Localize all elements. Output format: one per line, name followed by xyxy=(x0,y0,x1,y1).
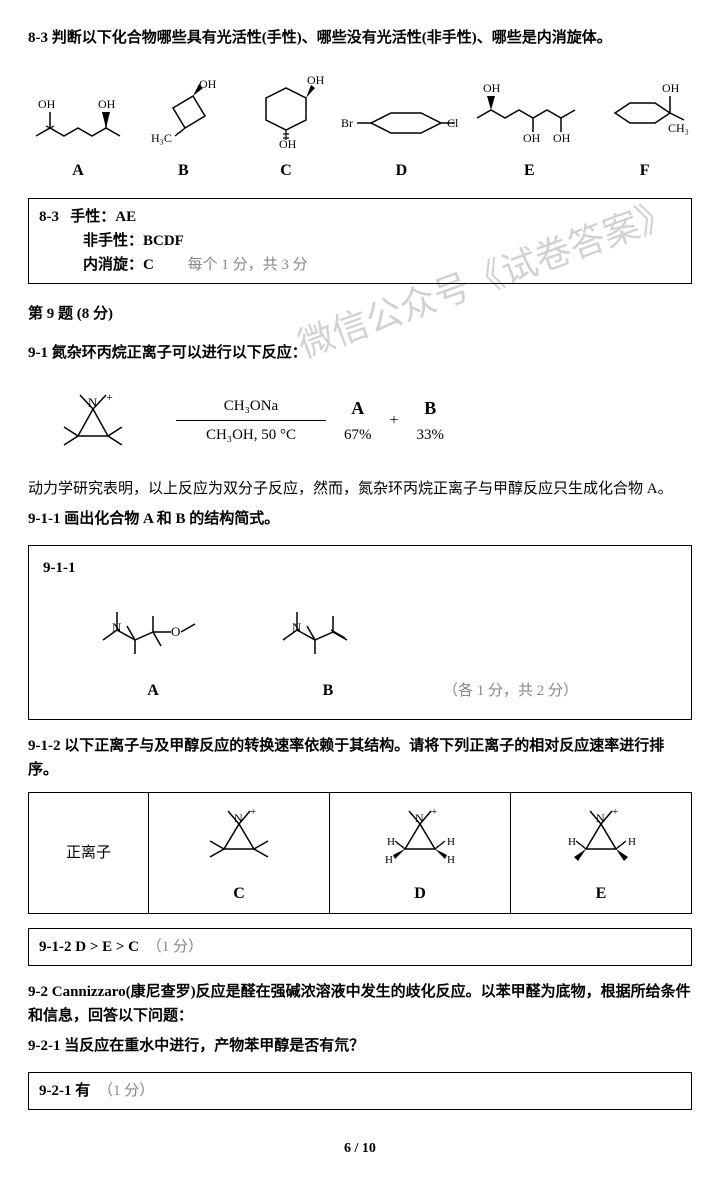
q9-1-1-answer-box: 9-1-1 N O A xyxy=(28,545,692,721)
q9-1-2-prompt: 9-1-2 以下正离子与及甲醇反应的转换速率依赖于其结构。请将下列正离子的相对反… xyxy=(28,734,692,782)
svg-text:N: N xyxy=(234,811,243,825)
mol-E: OH OH OH E xyxy=(469,78,589,184)
q9-title: 第 9 题 (8 分) xyxy=(28,302,692,326)
mol-A: OH OH A xyxy=(28,88,128,184)
svg-text:H: H xyxy=(447,854,455,866)
svg-text:OH: OH xyxy=(199,78,217,91)
q9-1-2-answer-box: 9-1-2 D > E > C （1 分） xyxy=(28,928,692,966)
svg-text:H: H xyxy=(568,836,576,848)
mol-F: OH CH₃ F xyxy=(597,78,692,184)
svg-text:OH: OH xyxy=(307,73,325,87)
svg-text:H: H xyxy=(628,836,636,848)
product-A: A 67% xyxy=(344,394,372,447)
cation-D-cell: N + H H H H D xyxy=(330,793,511,914)
svg-text:Br: Br xyxy=(341,116,353,130)
svg-text:H: H xyxy=(385,854,393,866)
svg-text:OH: OH xyxy=(523,131,541,145)
cation-C-cell: N + C xyxy=(149,793,330,914)
plus-sign: + xyxy=(390,408,399,434)
prod-B-structure: N xyxy=(273,590,383,660)
cation-header-cell: 正离子 xyxy=(29,793,149,914)
q9-1-prompt: 9-1 氮杂环丙烷正离子可以进行以下反应： xyxy=(28,341,692,365)
q8-3-answer-box: 8-3 手性：AE 非手性：BCDF 内消旋：C 每个 1 分，共 3 分 xyxy=(28,198,692,284)
mol-C: OH OH C xyxy=(239,68,334,184)
svg-text:OH: OH xyxy=(483,81,501,95)
q9-1-1-score: （各 1 分，共 2 分） xyxy=(443,679,578,703)
svg-text:OH: OH xyxy=(279,137,297,148)
q9-2-1-answer-box: 9-2-1 有 （1 分） xyxy=(28,1072,692,1110)
q9-2-1-prompt: 9-2-1 当反应在重水中进行，产物苯甲醇是否有氘？ xyxy=(28,1034,692,1058)
mol-D: Br Cl D xyxy=(341,98,461,184)
svg-text:OH: OH xyxy=(662,81,680,95)
q9-1-1-prompt: 9-1-1 画出化合物 A 和 B 的结构简式。 xyxy=(28,507,692,531)
reaction-arrow: CH₃ONa CH₃OH, 50 °C xyxy=(176,394,326,447)
svg-text:N: N xyxy=(415,811,424,825)
mol-B: OH H₃C B xyxy=(136,78,231,184)
svg-text:N: N xyxy=(596,811,605,825)
svg-text:OH: OH xyxy=(553,131,571,145)
svg-text:+: + xyxy=(106,390,113,404)
svg-text:+: + xyxy=(612,806,618,818)
svg-text:OH: OH xyxy=(98,97,116,111)
q8-3-structures: OH OH A OH H₃C B OH OH C xyxy=(28,68,692,184)
q9-1-reaction: 微信公众号《试卷答案》 N + CH₃ONa CH₃OH, 50 °C A 67… xyxy=(28,381,692,461)
svg-text:O: O xyxy=(171,624,180,639)
q8-3-prompt: 8-3 判断以下化合物哪些具有光活性(手性)、哪些没有光活性(非手性)、哪些是内… xyxy=(28,26,692,50)
svg-text:N: N xyxy=(292,620,302,635)
svg-text:N: N xyxy=(112,620,122,635)
svg-text:H₃C: H₃C xyxy=(151,131,172,145)
svg-text:+: + xyxy=(250,806,256,818)
cation-E-cell: N + H H E xyxy=(511,793,692,914)
svg-text:Cl: Cl xyxy=(447,116,459,130)
svg-text:+: + xyxy=(431,806,437,818)
svg-text:N: N xyxy=(88,395,98,410)
aziridinium-svg: N + xyxy=(28,381,158,461)
svg-text:CH₃: CH₃ xyxy=(668,121,689,135)
page-number: 6 / 10 xyxy=(28,1138,692,1160)
product-B: B 33% xyxy=(417,394,445,447)
cation-table: 正离子 N + C xyxy=(28,792,692,914)
q9-2-prompt: 9-2 Cannizzaro(康尼查罗)反应是醛在强碱浓溶液中发生的歧化反应。以… xyxy=(28,980,692,1028)
svg-text:H: H xyxy=(387,836,395,848)
prod-A-structure: N O xyxy=(93,590,213,660)
svg-text:H: H xyxy=(447,836,455,848)
q9-1-kinetics: 动力学研究表明，以上反应为双分子反应，然而，氮杂环丙烷正离子与甲醇反应只生成化合… xyxy=(28,477,692,501)
svg-text:OH: OH xyxy=(38,97,56,111)
